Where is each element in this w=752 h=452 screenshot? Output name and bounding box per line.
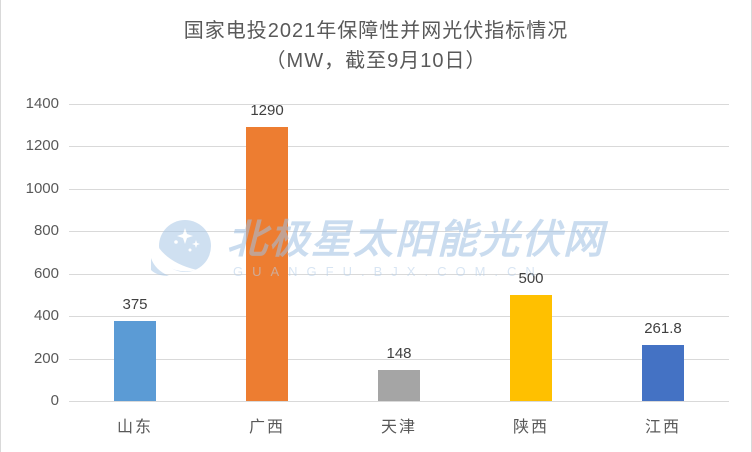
- bar-value-label: 148: [386, 344, 412, 362]
- gridline: [69, 316, 729, 318]
- y-tick-label: 200: [33, 349, 59, 367]
- bar-2: [246, 127, 288, 401]
- gridline: [69, 146, 729, 148]
- x-tick-label: 山东: [116, 419, 153, 436]
- chart-subtitle: （MW，截至9月10日）: [265, 50, 487, 72]
- bar-1: [114, 321, 156, 401]
- y-tick-label: 1400: [25, 95, 59, 112]
- x-tick-label: 江西: [644, 419, 681, 436]
- y-tick-label: 600: [33, 264, 59, 282]
- gridline: [69, 401, 729, 402]
- gridline: [69, 273, 729, 275]
- gridline: [69, 104, 729, 105]
- x-tick-label: 陕西: [512, 419, 549, 436]
- y-tick-label: 1000: [25, 179, 59, 197]
- y-tick-label: 800: [33, 222, 59, 240]
- y-tick-label: 400: [33, 307, 59, 325]
- bar-5: [642, 345, 684, 401]
- x-tick-label: 天津: [380, 419, 417, 436]
- bar-4: [510, 294, 552, 401]
- bar-value-label: 375: [122, 296, 148, 314]
- gridline: [69, 358, 729, 360]
- chart-title: 国家电投2021年保障性并网光伏指标情况: [183, 20, 569, 42]
- bar-value-label: 1290: [250, 102, 284, 120]
- y-tick-label: 1200: [25, 137, 59, 155]
- bar-value-label: 261.8: [644, 320, 682, 338]
- y-tick-label: 0: [50, 392, 59, 409]
- bar-3: [378, 369, 420, 401]
- bar-value-label: 500: [518, 269, 544, 287]
- gridline: [69, 188, 729, 190]
- gridline: [69, 231, 729, 233]
- x-tick-label: 广西: [248, 419, 285, 436]
